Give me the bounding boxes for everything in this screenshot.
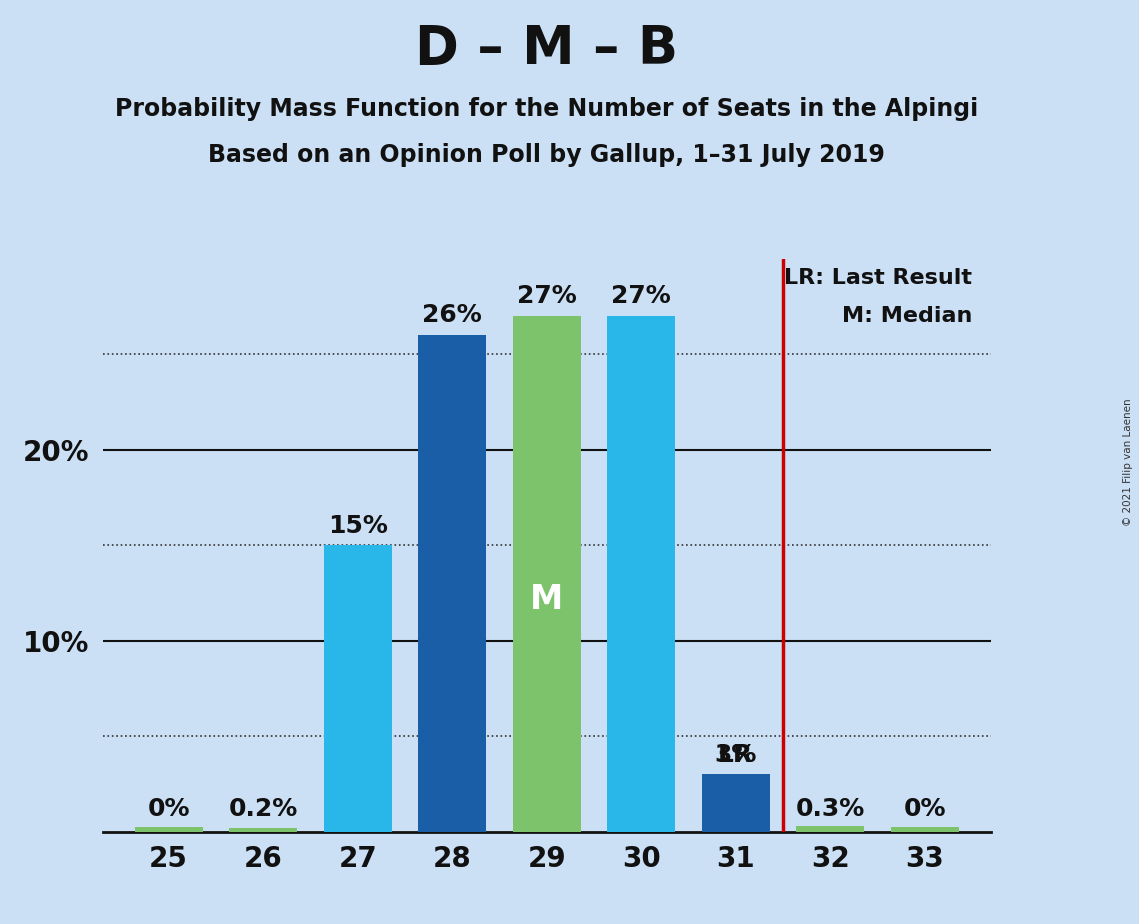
Text: LR: LR [719,743,753,767]
Bar [229,828,297,832]
Text: Probability Mass Function for the Number of Seats in the Alpingi: Probability Mass Function for the Number… [115,97,978,121]
Bar [891,827,959,832]
Text: D – M – B: D – M – B [415,23,679,75]
Bar [607,316,675,832]
Bar [418,335,486,832]
Bar [702,774,770,832]
Text: LR: Last Result: LR: Last Result [784,268,972,288]
Text: Based on an Opinion Poll by Gallup, 1–31 July 2019: Based on an Opinion Poll by Gallup, 1–31… [208,143,885,167]
Text: M: Median: M: Median [842,307,972,326]
Text: 27%: 27% [517,285,576,309]
Text: M: M [530,583,564,616]
Text: 0.3%: 0.3% [796,797,865,821]
Text: © 2021 Filip van Laenen: © 2021 Filip van Laenen [1123,398,1133,526]
Text: 3%: 3% [714,743,757,767]
Bar [134,827,203,832]
Text: 15%: 15% [328,514,387,538]
Text: 27%: 27% [612,285,671,309]
Text: 26%: 26% [423,303,482,327]
Text: 0%: 0% [903,797,947,821]
Text: 0%: 0% [147,797,190,821]
Bar [513,316,581,832]
Text: 0.2%: 0.2% [229,797,297,821]
Bar [796,826,865,832]
Bar [323,545,392,832]
